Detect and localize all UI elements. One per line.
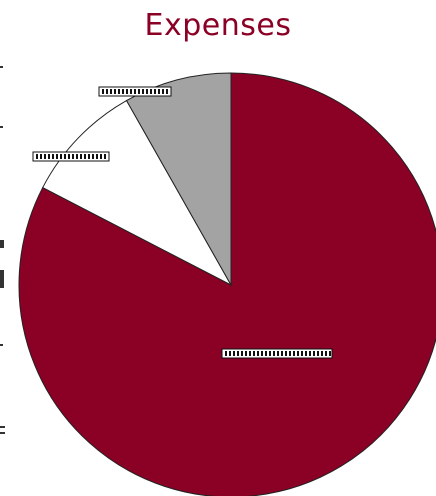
pie-slice bbox=[18, 72, 436, 496]
left-edge-fragment bbox=[0, 432, 5, 434]
slice-label bbox=[32, 151, 110, 162]
left-edge-fragment bbox=[0, 66, 3, 68]
left-edge-fragment bbox=[0, 426, 5, 428]
left-edge-fragment bbox=[0, 240, 4, 248]
left-edge-fragment bbox=[0, 344, 3, 346]
left-edge-fragment bbox=[0, 270, 4, 288]
left-edge-fragment bbox=[0, 126, 3, 128]
chart-title: Expenses bbox=[144, 8, 292, 43]
slice-label bbox=[98, 86, 172, 97]
slice-label bbox=[221, 348, 333, 359]
pie-slice bbox=[125, 72, 232, 287]
pie-slice bbox=[42, 99, 233, 287]
